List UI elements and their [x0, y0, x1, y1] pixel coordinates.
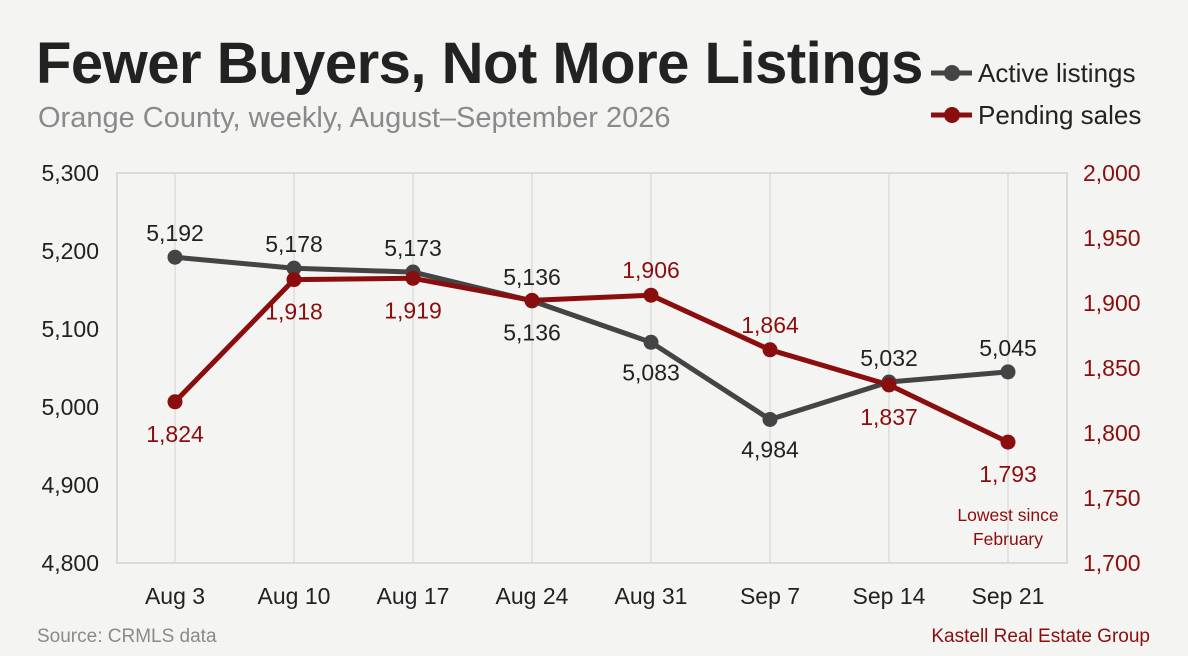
legend-item-active-listings: Active listings	[930, 52, 1141, 94]
x-tick-label: Aug 3	[145, 583, 205, 609]
legend-swatch-pending-sales	[931, 107, 972, 123]
data-label-pending-sales: 5,136	[503, 319, 561, 345]
y-left-tick-label: 4,800	[41, 550, 99, 576]
data-label-active-listings: 5,032	[860, 345, 918, 371]
x-tick-label: Aug 24	[496, 583, 569, 609]
data-point-pending-sales	[167, 394, 183, 410]
chart-title: Fewer Buyers, Not More Listings	[36, 31, 923, 96]
y-left-tick-label: 5,100	[41, 316, 99, 342]
data-label-active-listings: 5,173	[384, 235, 442, 261]
annotation-lowest-since-february: February	[973, 529, 1043, 549]
data-label-active-listings: 5,192	[146, 220, 204, 246]
data-label-pending-sales: 1,793	[979, 461, 1037, 487]
legend-label-pending-sales: Pending sales	[978, 99, 1142, 130]
data-label-pending-sales: 1,906	[622, 257, 680, 283]
data-point-active-listings	[167, 249, 183, 265]
y-right-tick-label: 1,800	[1083, 420, 1141, 446]
data-label-active-listings: 4,984	[741, 436, 799, 462]
y-right-tick-label: 1,850	[1083, 355, 1141, 381]
annotation-lowest-since-february: Lowest since	[957, 505, 1058, 525]
data-point-pending-sales	[643, 287, 659, 303]
y-right-tick-label: 1,950	[1083, 225, 1141, 251]
data-point-pending-sales	[405, 270, 421, 286]
data-label-pending-sales: 1,919	[384, 297, 442, 323]
legend-swatch-active-listings	[931, 65, 972, 81]
y-left-tick-label: 5,000	[41, 394, 99, 420]
plot-frame	[116, 172, 1068, 564]
source-note: Source: CRMLS data	[37, 626, 217, 647]
data-label-active-listings: 5,136	[503, 264, 561, 290]
data-label-pending-sales: 1,824	[146, 421, 204, 447]
y-right-tick-label: 1,900	[1083, 290, 1141, 316]
data-label-active-listings: 5,083	[622, 359, 680, 385]
data-point-active-listings	[286, 260, 302, 276]
data-label-pending-sales: 1,918	[265, 299, 323, 325]
y-right-tick-label: 1,700	[1083, 550, 1141, 576]
data-point-active-listings	[643, 334, 659, 350]
x-tick-label: Sep 21	[972, 583, 1045, 609]
data-point-pending-sales	[524, 292, 540, 308]
data-point-pending-sales	[286, 272, 302, 288]
y-right-tick-label: 1,750	[1083, 485, 1141, 511]
data-label-pending-sales: 1,864	[741, 312, 799, 338]
series-line-pending-sales	[172, 275, 1011, 445]
data-label-pending-sales: 1,837	[860, 404, 918, 430]
legend-label-active-listings: Active listings	[978, 57, 1136, 88]
data-point-pending-sales	[1000, 434, 1016, 450]
y-left-tick-label: 5,300	[41, 160, 99, 186]
x-tick-label: Aug 17	[377, 583, 450, 609]
y-right-tick-label: 2,000	[1083, 160, 1141, 186]
y-left-tick-label: 5,200	[41, 238, 99, 264]
legend-item-pending-sales: Pending sales	[930, 94, 1141, 136]
x-tick-label: Aug 10	[258, 583, 331, 609]
y-left-tick-label: 4,900	[41, 472, 99, 498]
legend: Active listings Pending sales	[930, 52, 1141, 136]
data-label-active-listings: 5,178	[265, 231, 323, 257]
x-tick-label: Sep 7	[740, 583, 800, 609]
data-point-active-listings	[1000, 364, 1016, 380]
credit-note: Kastell Real Estate Group	[931, 626, 1150, 647]
series-line-active-listings	[172, 254, 1011, 422]
data-point-pending-sales	[881, 377, 897, 393]
data-label-active-listings: 5,045	[979, 335, 1037, 361]
x-tick-label: Aug 31	[615, 583, 688, 609]
data-point-pending-sales	[762, 342, 778, 358]
chart-subtitle: Orange County, weekly, August–September …	[38, 102, 671, 134]
x-tick-label: Sep 14	[853, 583, 926, 609]
data-point-active-listings	[762, 411, 778, 427]
